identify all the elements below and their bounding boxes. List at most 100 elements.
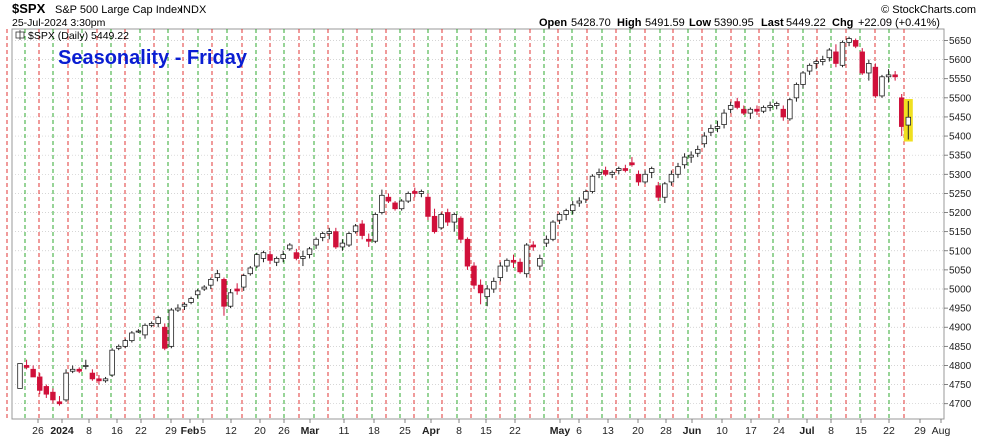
candle-up — [69, 368, 76, 372]
candle-up — [800, 72, 806, 85]
candle-up — [194, 290, 201, 296]
candle-down — [425, 196, 431, 217]
candle-up — [885, 74, 892, 78]
candle-down — [234, 288, 240, 292]
candle-up — [135, 330, 142, 333]
candle-up — [839, 41, 846, 66]
x-tick-label: 26 — [278, 425, 290, 437]
candle-up — [122, 340, 128, 347]
x-tick-label: 22 — [135, 425, 147, 437]
candle-up — [787, 99, 793, 120]
candle-up — [616, 168, 622, 171]
candle-up — [247, 267, 253, 275]
candle-up — [767, 105, 773, 108]
candle-up — [181, 303, 188, 307]
candle-up — [583, 191, 589, 200]
y-tick-label: 5300 — [949, 170, 972, 181]
x-tick-label: 8 — [828, 425, 834, 437]
x-tick-label: 15 — [855, 425, 867, 437]
x-tick-label: 26 — [32, 425, 44, 437]
x-tick-label: 12 — [225, 425, 237, 437]
candle-up — [563, 210, 569, 215]
candle-up — [418, 191, 425, 194]
candle-down — [43, 386, 50, 395]
open-label: Open — [539, 17, 567, 29]
candle-down — [530, 244, 536, 248]
x-tick-label: 17 — [745, 425, 757, 437]
y-tick-label: 5450 — [949, 112, 972, 123]
candle-up — [523, 244, 530, 275]
candle-up — [129, 332, 135, 342]
candle-up — [319, 233, 326, 238]
exchange: INDX — [180, 4, 207, 16]
x-tick-label: 20 — [254, 425, 266, 437]
candle-down — [517, 261, 523, 273]
candle-down — [754, 108, 760, 112]
candle-up — [438, 214, 444, 229]
candle-up — [17, 363, 23, 389]
candle-up — [905, 116, 911, 126]
candle-down — [741, 108, 747, 114]
high-value: 5491.59 — [645, 17, 685, 29]
candle-up — [813, 61, 819, 64]
candle-down — [56, 401, 63, 405]
candle-down — [89, 372, 96, 380]
y-tick-label: 5250 — [949, 189, 972, 200]
header: $SPX S&P 500 Large Cap Index INDX 25-Jul… — [12, 1, 976, 29]
candle-down — [471, 265, 477, 286]
candle-down — [23, 365, 30, 368]
y-tick-label: 4750 — [949, 380, 972, 391]
y-tick-label: 4950 — [949, 304, 972, 315]
candle-down — [859, 51, 865, 74]
candle-down — [602, 170, 609, 175]
brand: © StockCharts.com — [881, 4, 976, 16]
candle-up — [609, 171, 615, 175]
candle-up — [727, 105, 734, 110]
candle-up — [227, 292, 234, 307]
candles — [17, 36, 913, 406]
x-tick-label: Apr — [422, 425, 440, 437]
x-tick-label: Jul — [799, 425, 814, 437]
candle-up — [306, 248, 313, 255]
candle-down — [30, 368, 36, 378]
y-tick-label: 4850 — [949, 342, 972, 353]
y-axis-ticks: 4700 4750 4800 4850 4900 4950 5000 5050 5100 5150… — [944, 36, 972, 410]
candle-up — [681, 156, 688, 166]
candle-up — [688, 154, 694, 158]
last-label: Last — [761, 17, 784, 29]
x-tick-label: 22 — [883, 425, 895, 437]
x-tick-label: Feb — [181, 425, 200, 437]
candle-down — [899, 97, 905, 127]
candle-up — [398, 200, 405, 210]
candle-down — [412, 191, 418, 194]
candle-up — [642, 173, 648, 183]
candle-down — [221, 279, 227, 307]
candle-up — [497, 265, 504, 278]
x-tick-label: 2024 — [50, 425, 74, 437]
candle-up — [484, 288, 490, 298]
y-tick-label: 5550 — [949, 74, 972, 85]
candle-up — [879, 76, 885, 97]
candle-down — [50, 391, 56, 401]
datetime: 25-Jul-2024 3:30pm — [12, 17, 106, 29]
candle-up — [793, 84, 800, 99]
candle-up — [537, 258, 543, 267]
candle-down — [96, 378, 102, 382]
candle-up — [806, 64, 813, 72]
candle-down — [622, 168, 629, 171]
candle-up — [372, 214, 379, 242]
candle-up — [866, 63, 872, 74]
candle-down — [444, 212, 451, 223]
candle-down — [267, 254, 273, 261]
low-label: Low — [689, 17, 711, 29]
candle-down — [392, 202, 398, 210]
candle-up — [708, 128, 714, 133]
candle-down — [76, 368, 82, 372]
candle-up — [556, 214, 563, 221]
candle-up — [747, 108, 754, 114]
x-tick-label: Aug — [932, 425, 951, 437]
candle-up — [109, 349, 115, 376]
candle-up — [241, 275, 247, 288]
y-tick-label: 5500 — [949, 93, 972, 104]
candle-up — [714, 126, 721, 129]
